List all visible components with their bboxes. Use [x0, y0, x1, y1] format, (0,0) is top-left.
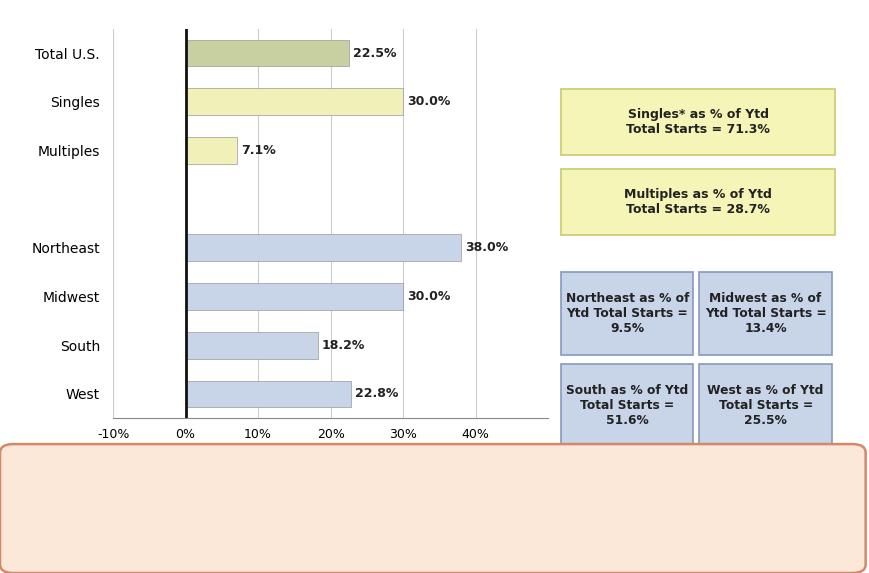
- Text: Singles* as % of Ytd
Total Starts = 71.3%: Singles* as % of Ytd Total Starts = 71.3…: [626, 108, 769, 136]
- Text: 18.2%: 18.2%: [322, 339, 365, 352]
- Text: 22.8%: 22.8%: [355, 387, 398, 401]
- Text: 30.0%: 30.0%: [407, 95, 450, 108]
- Bar: [185, 137, 236, 164]
- Text: change basis, the Northeast (+38.0%) has been in the lead, followed by the Midwe: change basis, the Northeast (+38.0%) has…: [83, 493, 781, 507]
- Text: Nevertheless, the South: Nevertheless, the South: [655, 519, 809, 532]
- Bar: [185, 332, 317, 359]
- Text: 22.5%: 22.5%: [353, 46, 396, 60]
- Text: Northeast as % of
Ytd Total Starts =
9.5%: Northeast as % of Ytd Total Starts = 9.5…: [565, 292, 688, 335]
- Text: Single-family starts have been outperforming multi-unit starts this year to date: Single-family starts have been outperfor…: [56, 468, 808, 481]
- Text: South as % of Ytd
Total Starts =
51.6%: South as % of Ytd Total Starts = 51.6%: [566, 384, 687, 427]
- Bar: [185, 40, 348, 66]
- Bar: [185, 283, 402, 310]
- Text: is still accounting for more than half (51.6%) of total starts. The West’s slice: is still accounting for more than half (…: [112, 544, 753, 558]
- Text: Multiples as % of Ytd
Total Starts = 28.7%: Multiples as % of Ytd Total Starts = 28.…: [624, 188, 771, 216]
- X-axis label: Ytd % Change: Ytd % Change: [270, 449, 390, 464]
- Text: West as % of Ytd
Total Starts =
25.5%: West as % of Ytd Total Starts = 25.5%: [706, 384, 823, 427]
- Bar: [185, 88, 402, 115]
- Text: (+22.8%) Regions. The South’s substantial gain (+18.2%) has been ‘shaded’ by com: (+22.8%) Regions. The South’s substantia…: [56, 519, 655, 532]
- Text: 7.1%: 7.1%: [241, 144, 275, 157]
- Bar: [185, 234, 461, 261]
- Text: Midwest as % of
Ytd Total Starts =
13.4%: Midwest as % of Ytd Total Starts = 13.4%: [704, 292, 826, 335]
- Text: 38.0%: 38.0%: [465, 241, 508, 254]
- Text: 30.0%: 30.0%: [407, 290, 450, 303]
- Bar: [185, 380, 350, 407]
